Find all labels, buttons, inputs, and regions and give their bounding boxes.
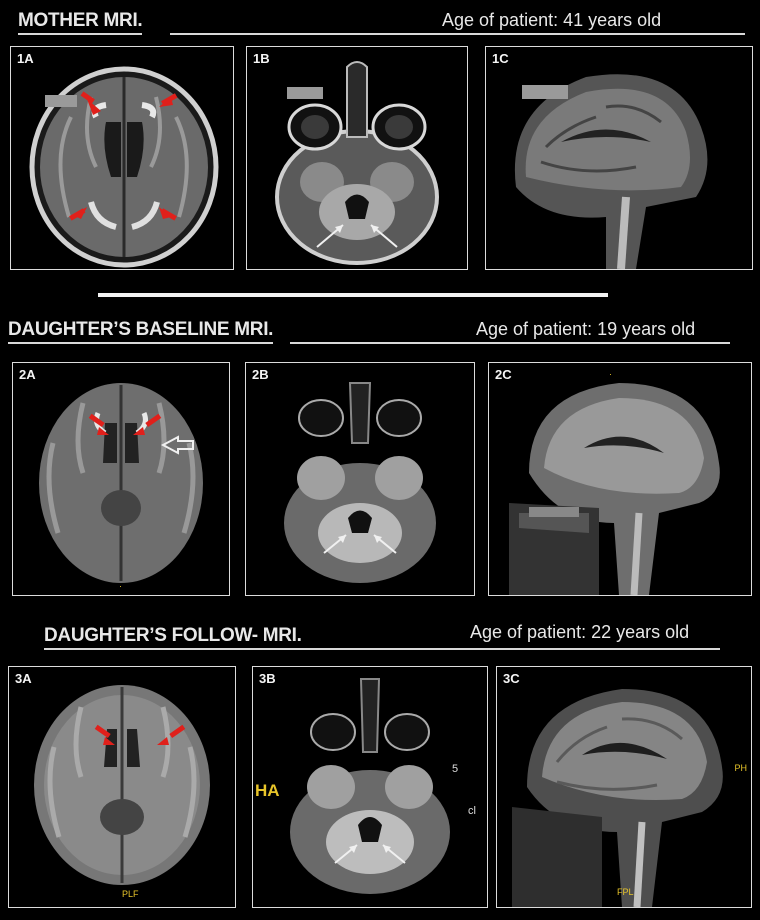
panel-label: 3A <box>15 671 32 686</box>
axial-brain-image <box>34 685 210 885</box>
section-divider <box>98 293 608 297</box>
age-daughter-baseline: Age of patient: 19 years old <box>476 319 696 339</box>
fpl-marker: FPL <box>617 887 634 897</box>
panel-label: 2A <box>19 367 36 382</box>
age-mother: Age of patient: 41 years old <box>442 10 662 30</box>
mri-panel-2b: 2B <box>245 362 475 596</box>
mri-panel-3c: 3C PH FPL <box>496 666 752 908</box>
mri-panel-3a: 3A PLF <box>8 666 236 908</box>
mri-panel-3b: 3B HA 5 cl <box>252 666 488 908</box>
panel-label: 2C <box>495 367 512 382</box>
section-title-daughter-baseline: DAUGHTER’S BASELINE MRI. <box>8 319 273 344</box>
mri-panel-2c: 2C · <box>488 362 752 596</box>
section-title-mother: MOTHER MRI. <box>18 10 143 35</box>
axial-brain-image <box>39 383 203 583</box>
mri-panel-1c: 1C <box>485 46 753 270</box>
axial-brain-image <box>290 678 450 894</box>
panel-label: 3B <box>259 671 276 686</box>
plf-marker: PLF <box>122 889 139 899</box>
ph-marker: PH <box>734 763 747 773</box>
cl-marker: cl <box>468 805 476 817</box>
panel-label: 1A <box>17 51 34 66</box>
axial-brain-image <box>29 66 219 268</box>
mri-panel-1a: 1A <box>10 46 234 270</box>
panel-label: 1C <box>492 51 509 66</box>
section-title-daughter-follow: DAUGHTER’S FOLLOW- MRI. <box>44 625 302 650</box>
sagittal-brain-image <box>514 74 708 269</box>
ha-marker: HA <box>255 781 280 800</box>
axial-brain-image <box>275 61 439 265</box>
sagittal-brain-image <box>509 383 720 595</box>
mri-panel-1b: 1B <box>246 46 468 270</box>
axial-brain-image <box>284 382 436 583</box>
panel-label: 3C <box>503 671 520 686</box>
header-underline <box>300 648 720 650</box>
header-underline <box>170 33 745 35</box>
scale-marker: · <box>119 581 122 591</box>
header-underline <box>290 342 730 344</box>
age-daughter-follow: Age of patient: 22 years old <box>470 622 690 642</box>
slice-number: 5 <box>452 763 459 775</box>
scale-marker: · <box>609 369 612 379</box>
sagittal-brain-image <box>512 689 723 907</box>
mri-panel-2a: 2A · <box>12 362 230 596</box>
panel-label: 2B <box>252 367 269 382</box>
panel-label: 1B <box>253 51 270 66</box>
